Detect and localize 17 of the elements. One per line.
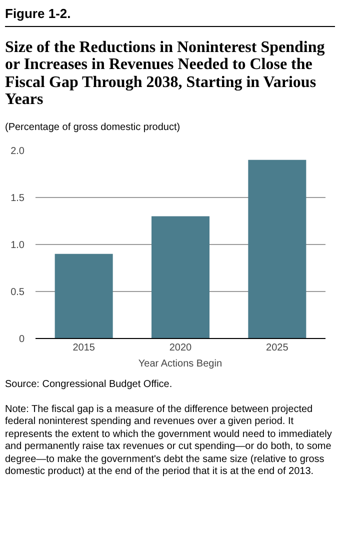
bar xyxy=(248,160,306,339)
caption: Figure 1-2. xyxy=(5,5,71,23)
x-tick-label: 2015 xyxy=(72,342,96,354)
x-tick-label: 2020 xyxy=(169,342,192,354)
x-tick-label: 2025 xyxy=(266,342,289,354)
y-tick-label: 0.5 xyxy=(10,287,25,298)
y-tick-label: 0 xyxy=(18,334,25,346)
source-note: Source: Congressional Budget Office. xyxy=(5,379,172,392)
y-tick-label: 1.5 xyxy=(10,193,25,204)
chart-title: Size of the Reductions in Noninterest Spending or Increases in Revenues Needed to Close the Fiscal Gap Through 2038, Starting in Various Years xyxy=(5,38,326,109)
chart-subtitle: (Percentage of gross domestic product) xyxy=(5,120,180,135)
text: Note: The fiscal gap is a measure of the difference between projected federal noninterest spending and revenues over a given period. It represents the extent to which the government would need to immediately and permanently raise tax revenues or cut spending—or do both, to some degree—to make the government's debt the same size (relative to gross domestic product) at the end of the period that it is at the end of 2013. xyxy=(5,404,333,479)
y-tick-label: 1.0 xyxy=(10,240,25,252)
bar xyxy=(152,216,210,339)
y-tick-label: 2.0 xyxy=(10,146,25,158)
bar xyxy=(54,254,113,339)
x-axis-title: Year Actions Begin xyxy=(138,358,222,370)
